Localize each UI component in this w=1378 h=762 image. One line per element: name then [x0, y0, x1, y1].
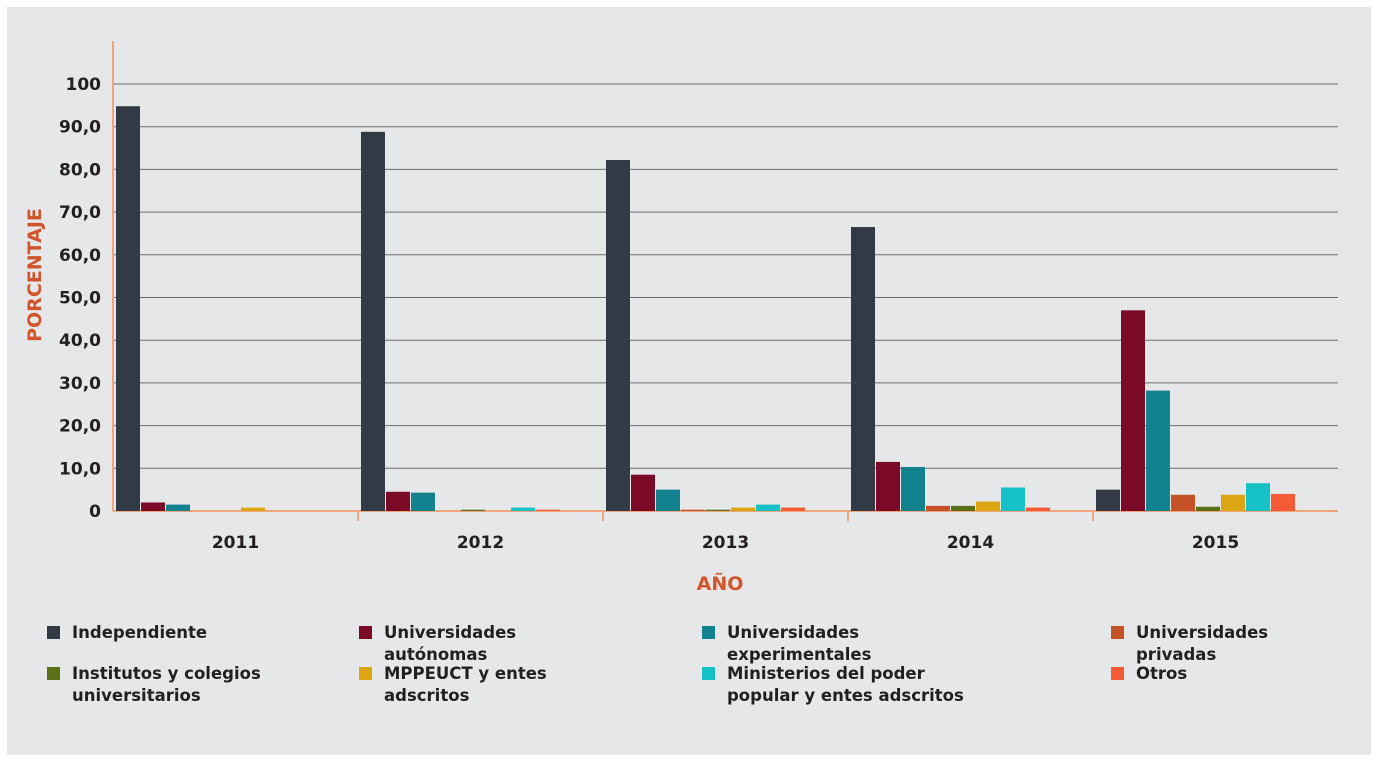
bar: [241, 507, 265, 511]
bar: [681, 509, 705, 511]
legend-swatch: [47, 626, 60, 639]
bar: [756, 504, 780, 511]
y-tick-label: 100: [66, 75, 102, 95]
bar: [1271, 493, 1295, 511]
legend-swatch: [702, 667, 715, 680]
bar: [1171, 494, 1195, 511]
bar: [631, 474, 655, 511]
bar: [116, 106, 140, 511]
y-tick-label: 60,0: [59, 246, 101, 266]
bar: [141, 502, 165, 511]
bar: [876, 461, 900, 511]
x-tick-label: 2013: [702, 533, 749, 553]
y-tick-label: 20,0: [59, 417, 101, 437]
y-tick-label: 90,0: [59, 118, 101, 138]
bar: [706, 509, 730, 511]
bar: [1121, 310, 1145, 511]
legend-label: Ministerios del poder popular y entes ad…: [727, 664, 964, 705]
legend-label: MPPEUCT y entes adscritos: [384, 664, 547, 705]
bar: [1196, 506, 1220, 511]
legend-item: Ministerios del poder popular y entes ad…: [702, 663, 1002, 707]
bar: [1026, 507, 1050, 511]
bar: [511, 507, 535, 511]
legend-swatch: [1111, 626, 1124, 639]
bar: [1221, 494, 1245, 511]
y-tick-label: 30,0: [59, 374, 101, 394]
bar: [851, 227, 875, 512]
bar: [411, 492, 435, 511]
bar: [536, 509, 560, 511]
legend-label: Otros: [1136, 664, 1188, 683]
legend-label: Universidades autónomas: [384, 623, 517, 664]
y-tick-label: 0: [89, 502, 101, 522]
bar: [926, 505, 950, 511]
legend-item: Universidades experimentales: [702, 622, 927, 666]
x-tick-label: 2015: [1192, 533, 1239, 553]
bar: [386, 491, 410, 511]
bar: [951, 505, 975, 511]
bar: [1096, 489, 1120, 511]
legend-label: Universidades privadas: [1136, 623, 1269, 664]
y-axis-title: PORCENTAJE: [24, 208, 46, 342]
bar: [656, 489, 680, 511]
bar: [1246, 483, 1270, 511]
bar: [361, 131, 385, 511]
y-tick-label: 40,0: [59, 331, 101, 351]
bar: [731, 507, 755, 511]
legend-item: Independiente: [47, 622, 272, 644]
y-tick-label: 80,0: [59, 160, 101, 180]
legend-item: MPPEUCT y entes adscritos: [359, 663, 554, 707]
bar: [166, 504, 190, 511]
x-tick-label: 2014: [947, 533, 994, 553]
legend-item: Otros: [1111, 663, 1336, 685]
y-tick-label: 50,0: [59, 289, 101, 309]
legend-label: Universidades experimentales: [727, 623, 872, 664]
x-tick-label: 2011: [212, 533, 259, 553]
bar: [1146, 390, 1170, 511]
x-tick-label: 2012: [457, 533, 504, 553]
legend-swatch: [47, 667, 60, 680]
bar: [461, 509, 485, 511]
legend-swatch: [359, 667, 372, 680]
x-axis-title: AÑO: [697, 571, 744, 595]
legend-item: Universidades autónomas: [359, 622, 584, 666]
bar: [976, 501, 1000, 511]
bar: [781, 507, 805, 511]
y-tick-label: 10,0: [59, 459, 101, 479]
legend-label: Institutos y colegios universitarios: [72, 664, 261, 705]
bar: [606, 160, 630, 512]
legend-swatch: [359, 626, 372, 639]
bar: [901, 467, 925, 511]
bar: [1001, 487, 1025, 511]
legend-item: Universidades privadas: [1111, 622, 1336, 666]
legend-swatch: [702, 626, 715, 639]
legend-swatch: [1111, 667, 1124, 680]
legend-item: Institutos y colegios universitarios: [47, 663, 262, 707]
y-tick-label: 70,0: [59, 203, 101, 223]
legend-label: Independiente: [72, 623, 208, 642]
